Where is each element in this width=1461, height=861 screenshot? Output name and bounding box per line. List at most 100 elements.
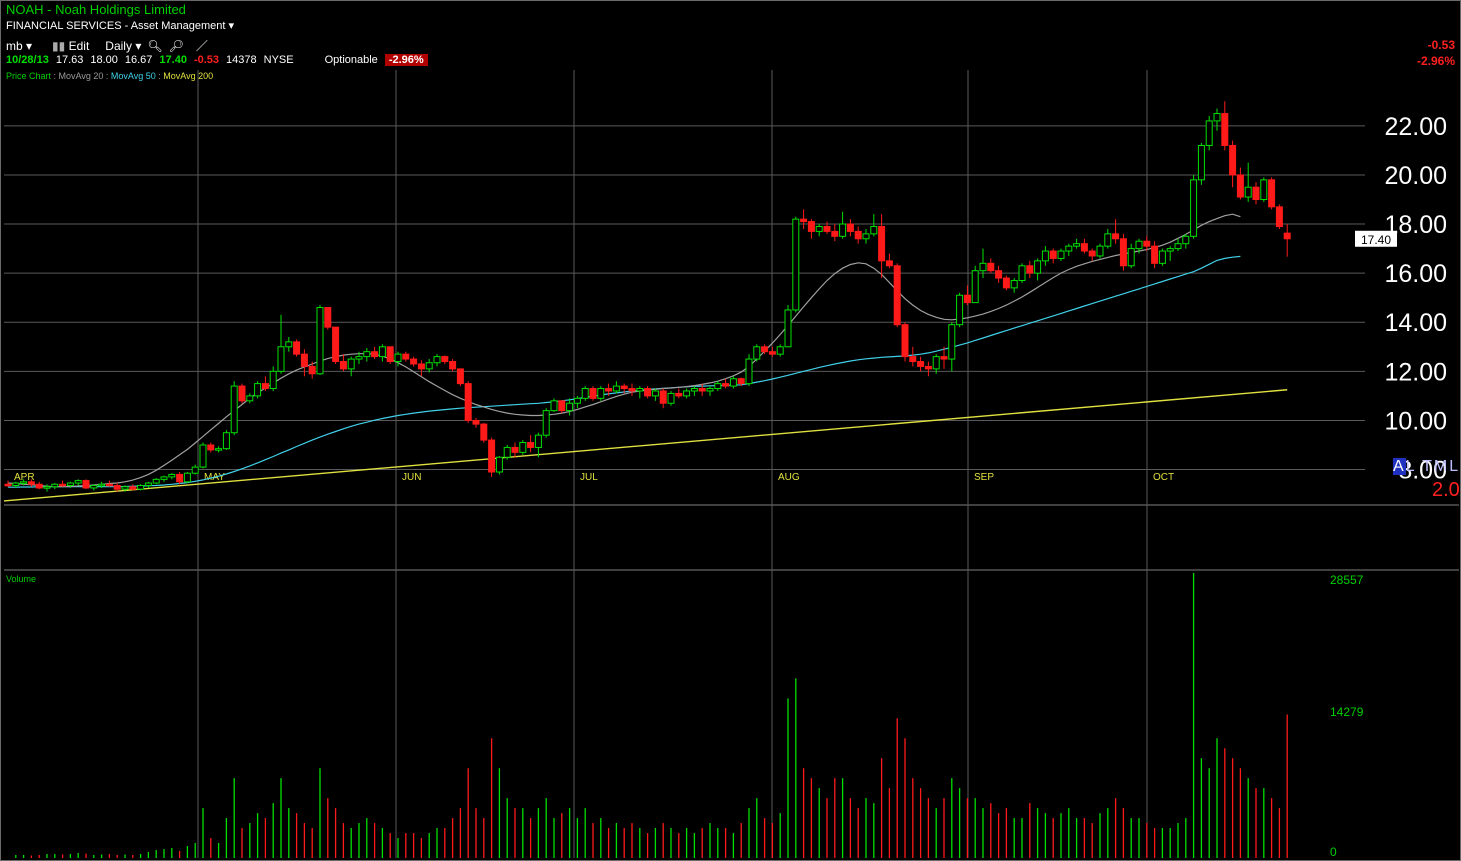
candle-body [1041, 250, 1049, 262]
candle-body [35, 483, 43, 489]
candle-body [425, 362, 433, 370]
candle-body [1135, 240, 1143, 250]
candle-body [768, 351, 776, 355]
price-tick-label: 22.00 [1384, 113, 1447, 141]
legend-price[interactable]: Price Chart [6, 71, 52, 81]
candle-body [737, 378, 745, 385]
right-change: -0.53 [1427, 38, 1455, 52]
altml-indicator[interactable]: AL TML [1393, 458, 1460, 476]
candle-body [464, 383, 472, 421]
candle-body [285, 341, 293, 348]
candle-body [807, 221, 815, 232]
period-dropdown[interactable]: Daily ▾ [105, 39, 141, 53]
chevron-down-icon: ▾ [135, 38, 142, 53]
candle-body [160, 476, 168, 480]
price-tick-label: 14.00 [1384, 309, 1447, 337]
month-label: JUL [580, 472, 598, 483]
legend-ma50[interactable]: MovAvg 50 [110, 71, 156, 81]
candle-body [433, 356, 441, 364]
candle-body [870, 225, 878, 235]
candle-body [815, 225, 823, 232]
candle-body [363, 351, 371, 358]
candle-body [1151, 245, 1159, 264]
percent-change-badge: -2.96% [384, 54, 428, 66]
candle-body [854, 230, 862, 240]
month-label: APR [14, 472, 35, 483]
candle-body [308, 365, 316, 375]
candle-body [472, 419, 480, 425]
candle-body [940, 356, 948, 360]
optionable-label: Optionable [324, 54, 378, 66]
candle-body [963, 294, 971, 304]
candle-body [690, 388, 698, 392]
candle-body [1158, 250, 1166, 264]
candle-body [1119, 238, 1127, 267]
candle-body [1252, 186, 1260, 200]
candle-body [1260, 179, 1268, 200]
candle-body [254, 383, 262, 397]
candle-body [714, 383, 722, 390]
altml-value: 2.0 [1432, 479, 1460, 501]
candle-body [620, 385, 628, 390]
candle-body [1182, 235, 1190, 245]
candle-body [659, 390, 667, 404]
candle-body [1268, 179, 1276, 208]
candle-body [1166, 248, 1174, 252]
candle-body [753, 346, 761, 360]
candle-body [1057, 250, 1065, 259]
candle-body [129, 486, 137, 490]
zoom-out-icon[interactable]: 🔎︎ [168, 38, 184, 53]
candle-body [339, 361, 347, 370]
candle-body [519, 442, 527, 453]
candle-body [1049, 250, 1057, 259]
candle-body [394, 353, 402, 363]
candle-body [1143, 240, 1151, 247]
candle-body [527, 442, 535, 448]
candle-body [98, 483, 106, 487]
candle-body [293, 341, 301, 355]
candle-body [1127, 248, 1135, 267]
altml-a: A [1393, 458, 1406, 475]
candle-body [1018, 265, 1026, 282]
candle-body [51, 483, 59, 488]
candle-body [1112, 233, 1120, 240]
candle-body [300, 353, 308, 367]
candle-body [667, 392, 675, 404]
legend-ma200[interactable]: MovAvg 200 [163, 71, 214, 81]
candle-body [144, 482, 152, 486]
candle-body [1104, 233, 1112, 247]
mb-menu[interactable]: mb ▾ [6, 39, 32, 53]
candle-body [441, 356, 449, 363]
volume-tick-label: 14279 [1330, 705, 1364, 719]
candle-body [1034, 260, 1042, 274]
candle-body [612, 385, 620, 392]
candle-body [371, 351, 379, 358]
candle-body [1197, 144, 1205, 181]
candle-body [27, 481, 35, 485]
last-price-label: 17.40 [1361, 233, 1391, 247]
legend-ma20[interactable]: MovAvg 20 [58, 71, 104, 81]
candle-body [573, 397, 581, 404]
edit-button[interactable]: ▮▮ Edit [52, 39, 89, 53]
candle-body [511, 446, 519, 453]
candle-body [948, 324, 956, 360]
candle-body [74, 480, 82, 484]
draw-pen-icon[interactable]: ／ [195, 39, 208, 53]
candle-body [168, 473, 176, 478]
candle-body [605, 388, 613, 392]
candle-body [152, 478, 160, 484]
candle-body [597, 388, 605, 399]
candle-body [566, 402, 574, 412]
quote-line: 10/28/13 17.63 18.00 16.67 17.40 -0.53 1… [6, 54, 428, 66]
candle-body [105, 483, 113, 487]
quote-volume: 14378 [226, 54, 257, 66]
sector-dropdown[interactable]: FINANCIAL SERVICES - Asset Management ▾ [6, 19, 234, 32]
candle-body [901, 324, 909, 358]
quote-exchange: NYSE [263, 54, 294, 66]
candle-body [722, 383, 730, 387]
chart-toolbar: mb ▾ ▮▮ Edit Daily ▾ 🔍︎ 🔎︎ ／ [6, 37, 208, 54]
zoom-in-icon[interactable]: 🔍︎ [147, 38, 163, 53]
candle-body [776, 346, 784, 355]
price-tick-label: 10.00 [1384, 407, 1447, 435]
